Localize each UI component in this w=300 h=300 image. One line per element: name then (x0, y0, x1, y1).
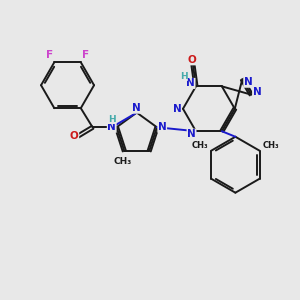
Text: CH₃: CH₃ (114, 157, 132, 166)
Text: H: H (108, 115, 116, 124)
Text: N: N (244, 77, 253, 87)
Text: N: N (253, 87, 261, 97)
Text: CH₃: CH₃ (263, 141, 279, 150)
Text: N: N (158, 122, 167, 132)
Text: O: O (187, 55, 196, 65)
Text: CH₃: CH₃ (191, 141, 208, 150)
Text: N: N (107, 122, 116, 132)
Text: F: F (46, 50, 53, 60)
Text: N: N (187, 129, 196, 139)
Text: N: N (173, 104, 182, 114)
Text: N: N (186, 78, 195, 88)
Text: H: H (180, 71, 188, 80)
Text: O: O (70, 131, 79, 141)
Text: N: N (132, 103, 141, 113)
Text: F: F (82, 50, 89, 60)
